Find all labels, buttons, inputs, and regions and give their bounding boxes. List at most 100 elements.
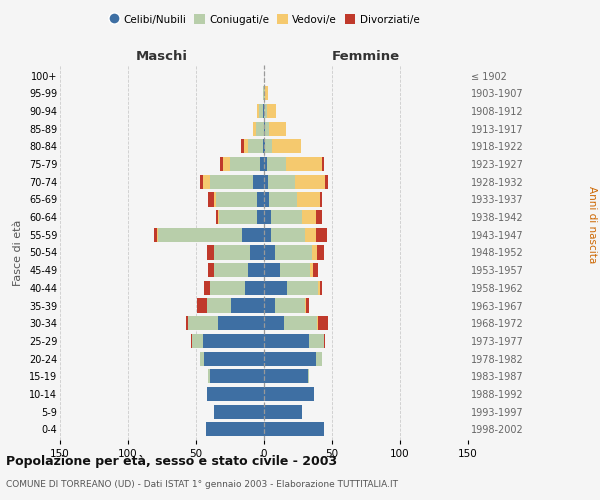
Bar [316,228,326,242]
Bar [265,122,269,136]
Bar [264,157,267,171]
Bar [209,174,253,189]
Bar [253,174,264,189]
Bar [248,263,264,278]
Bar [200,174,203,189]
Bar [242,228,264,242]
Bar [248,140,263,153]
Bar [317,316,319,330]
Bar [203,174,209,189]
Text: Popolazione per età, sesso e stato civile - 2003: Popolazione per età, sesso e stato civil… [6,454,337,468]
Bar [217,210,218,224]
Bar [209,281,245,295]
Bar [275,246,311,260]
Bar [280,263,310,278]
Bar [157,228,158,242]
Bar [320,281,322,295]
Bar [264,316,284,330]
Bar [264,140,265,153]
Bar [264,210,271,224]
Bar [264,228,271,242]
Bar [296,192,320,206]
Bar [310,263,313,278]
Bar [263,86,264,101]
Bar [158,228,242,242]
Bar [268,174,295,189]
Bar [207,298,232,312]
Bar [230,157,260,171]
Bar [264,422,324,436]
Bar [232,298,264,312]
Bar [264,352,316,366]
Bar [264,263,280,278]
Bar [209,369,264,384]
Bar [260,157,264,171]
Bar [264,192,269,206]
Bar [316,352,322,366]
Bar [275,298,305,312]
Bar [317,246,324,260]
Bar [311,246,317,260]
Bar [207,387,264,401]
Bar [257,104,259,118]
Bar [197,298,207,312]
Bar [214,263,248,278]
Bar [305,298,306,312]
Bar [218,210,219,224]
Bar [187,316,188,330]
Bar [284,316,317,330]
Bar [265,140,272,153]
Bar [223,157,230,171]
Bar [250,246,264,260]
Bar [263,140,264,153]
Bar [264,86,265,101]
Bar [253,122,256,136]
Bar [264,334,309,348]
Bar [264,104,267,118]
Bar [272,140,301,153]
Bar [214,246,250,260]
Bar [208,263,214,278]
Bar [263,104,264,118]
Bar [200,352,204,366]
Bar [264,246,275,260]
Bar [208,192,214,206]
Bar [214,404,264,419]
Bar [206,422,264,436]
Bar [191,334,192,348]
Text: Maschi: Maschi [136,50,188,63]
Bar [192,334,203,348]
Bar [267,157,286,171]
Bar [259,104,263,118]
Text: Femmine: Femmine [332,50,400,63]
Bar [208,369,209,384]
Bar [305,228,316,242]
Bar [306,298,309,312]
Bar [316,210,322,224]
Bar [271,210,302,224]
Bar [264,281,287,295]
Bar [264,122,265,136]
Bar [244,140,248,153]
Legend: Celibi/Nubili, Coniugati/e, Vedovi/e, Divorziati/e: Celibi/Nubili, Coniugati/e, Vedovi/e, Di… [104,10,424,29]
Bar [265,86,268,101]
Bar [264,387,314,401]
Bar [313,263,319,278]
Bar [319,316,328,330]
Bar [219,210,257,224]
Bar [325,174,328,189]
Bar [269,122,286,136]
Bar [269,192,296,206]
Bar [295,174,325,189]
Bar [302,210,316,224]
Text: Anni di nascita: Anni di nascita [587,186,597,264]
Bar [220,157,223,171]
Bar [217,192,257,206]
Bar [286,157,322,171]
Bar [309,334,324,348]
Bar [324,334,325,348]
Bar [204,352,264,366]
Bar [264,404,302,419]
Bar [245,281,264,295]
Bar [308,369,309,384]
